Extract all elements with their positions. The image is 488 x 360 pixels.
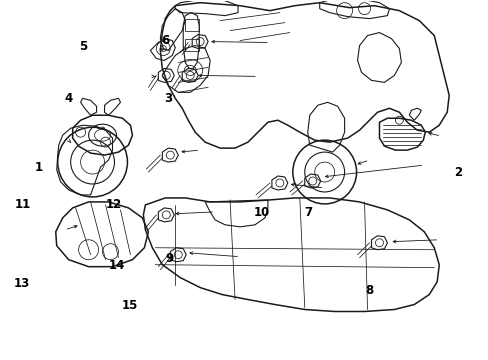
- Text: 4: 4: [64, 92, 73, 105]
- Text: 2: 2: [453, 166, 461, 179]
- Bar: [185, 19, 199, 31]
- Text: 3: 3: [164, 92, 172, 105]
- Text: 1: 1: [34, 161, 42, 174]
- Text: 9: 9: [165, 252, 173, 265]
- Text: 13: 13: [14, 278, 30, 291]
- Text: 12: 12: [105, 198, 122, 211]
- Text: 5: 5: [79, 40, 87, 53]
- Text: 6: 6: [162, 33, 170, 47]
- Text: 8: 8: [365, 284, 373, 297]
- Text: 11: 11: [15, 198, 31, 211]
- Text: 7: 7: [304, 207, 311, 220]
- Text: 15: 15: [122, 299, 138, 312]
- Text: 14: 14: [109, 259, 125, 272]
- Text: 10: 10: [253, 207, 269, 220]
- Bar: [185, 39, 199, 50]
